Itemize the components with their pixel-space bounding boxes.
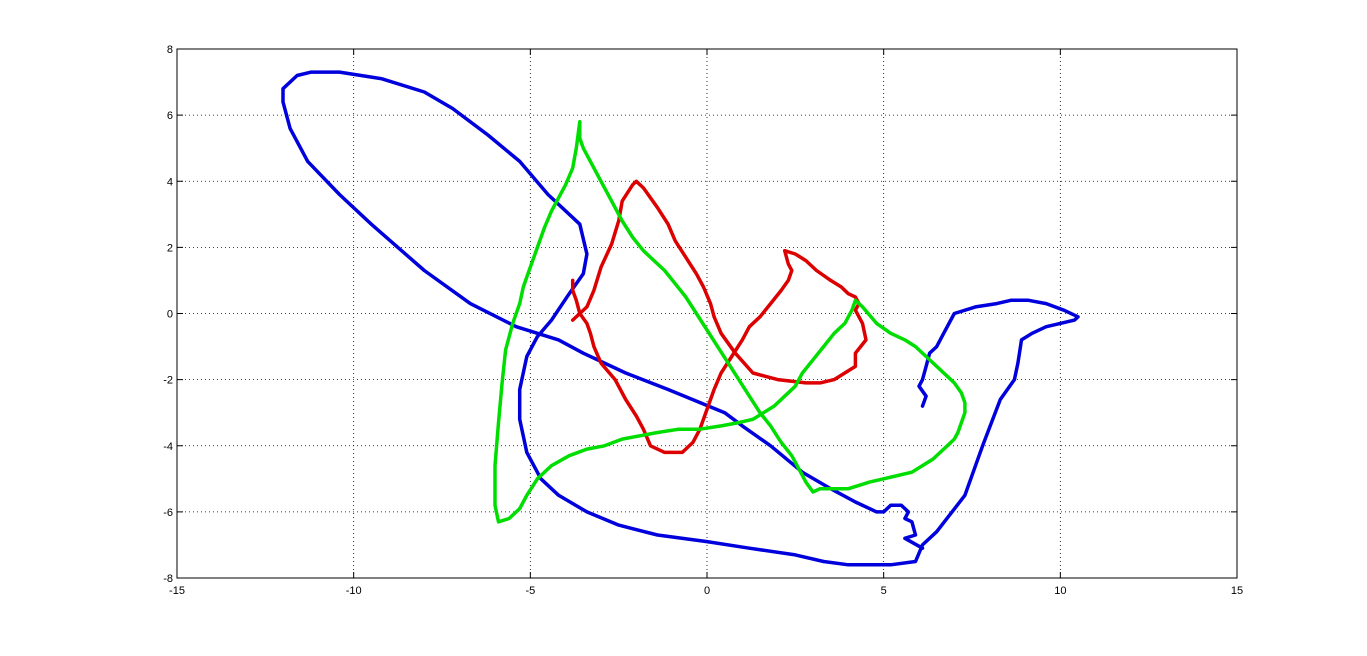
- x-tick-label: 15: [1231, 585, 1243, 597]
- x-tick-label: 10: [1054, 585, 1066, 597]
- y-tick-label: 2: [167, 242, 173, 254]
- x-axis-tick-labels: -15 -10 -5 0 5 10 15: [169, 585, 1243, 597]
- y-tick-label: 4: [167, 176, 173, 188]
- y-tick-label: -6: [163, 507, 173, 519]
- x-tick-label: -15: [169, 585, 185, 597]
- y-tick-label: -4: [163, 441, 173, 453]
- x-tick-label: -5: [525, 585, 535, 597]
- y-axis-tick-labels: -8 -6 -4 -2 0 2 4 6 8: [163, 44, 173, 585]
- y-tick-label: 6: [167, 110, 173, 122]
- y-tick-label: 0: [167, 309, 173, 321]
- grid: [177, 49, 1237, 578]
- series-line-blue: [281, 70, 1080, 567]
- y-tick-label: -2: [163, 375, 173, 387]
- x-tick-label: 0: [704, 585, 710, 597]
- x-tick-label: -10: [346, 585, 362, 597]
- x-tick-label: 5: [881, 585, 887, 597]
- y-tick-label: -8: [163, 573, 173, 585]
- series-line-red: [570, 179, 868, 455]
- axes-frame: [176, 48, 1238, 579]
- y-tick-label: 8: [167, 44, 173, 56]
- series-lines: [281, 70, 1080, 567]
- series-line-green: [493, 119, 967, 524]
